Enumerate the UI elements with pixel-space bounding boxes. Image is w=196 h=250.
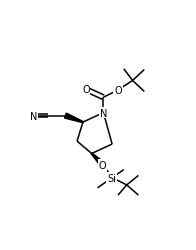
Text: Si: Si [107,173,116,183]
Text: O: O [114,86,122,96]
Text: O: O [82,85,90,95]
Text: N: N [30,111,37,121]
Polygon shape [64,114,83,123]
Text: N: N [100,108,107,118]
Polygon shape [91,154,103,165]
Text: O: O [99,160,106,170]
